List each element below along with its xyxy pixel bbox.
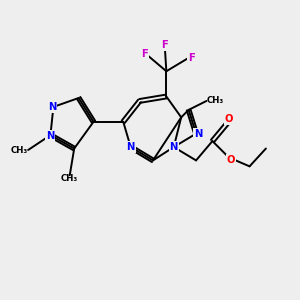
- Text: N: N: [194, 129, 202, 139]
- Text: CH₃: CH₃: [206, 97, 224, 106]
- Text: N: N: [169, 142, 178, 152]
- Text: F: F: [188, 53, 194, 63]
- Text: CH₃: CH₃: [11, 146, 28, 154]
- Text: N: N: [48, 102, 57, 112]
- Text: F: F: [141, 49, 148, 59]
- Text: O: O: [224, 114, 233, 124]
- Text: N: N: [127, 142, 135, 152]
- Text: N: N: [46, 131, 55, 141]
- Text: O: O: [226, 154, 235, 164]
- Text: CH₃: CH₃: [61, 174, 78, 183]
- Text: F: F: [161, 40, 168, 50]
